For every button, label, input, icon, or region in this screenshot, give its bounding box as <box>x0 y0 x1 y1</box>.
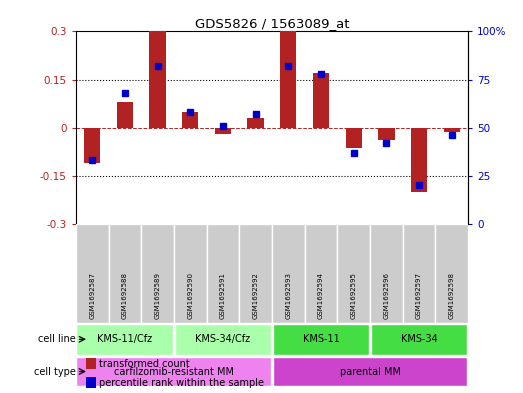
Bar <box>411 128 427 192</box>
Bar <box>272 224 304 323</box>
Bar <box>109 224 141 323</box>
Text: percentile rank within the sample: percentile rank within the sample <box>99 378 264 388</box>
Text: GSM1692598: GSM1692598 <box>449 272 454 319</box>
Bar <box>247 118 264 128</box>
Text: transformed count: transformed count <box>99 359 190 369</box>
Text: parental MM: parental MM <box>339 367 401 376</box>
Bar <box>403 224 435 323</box>
Bar <box>304 224 337 323</box>
Bar <box>84 128 100 163</box>
Bar <box>313 73 329 128</box>
Bar <box>435 224 468 323</box>
Bar <box>272 324 369 354</box>
Bar <box>117 102 133 128</box>
Text: GSM1692594: GSM1692594 <box>318 272 324 319</box>
Text: GSM1692590: GSM1692590 <box>187 272 193 319</box>
Text: carfilzomib-resistant MM: carfilzomib-resistant MM <box>114 367 234 376</box>
Bar <box>370 224 403 323</box>
Bar <box>76 357 271 386</box>
Text: cell type: cell type <box>34 367 76 376</box>
Text: GSM1692587: GSM1692587 <box>89 272 95 319</box>
Text: GSM1692592: GSM1692592 <box>253 272 258 319</box>
Text: GSM1692595: GSM1692595 <box>351 272 357 319</box>
Bar <box>76 324 173 354</box>
Bar <box>215 128 231 134</box>
Bar <box>174 224 207 323</box>
Text: KMS-11/Cfz: KMS-11/Cfz <box>97 334 152 344</box>
Bar <box>444 128 460 132</box>
Title: GDS5826 / 1563089_at: GDS5826 / 1563089_at <box>195 17 349 30</box>
Bar <box>371 324 468 354</box>
Text: GSM1692591: GSM1692591 <box>220 272 226 319</box>
Bar <box>182 112 198 128</box>
Bar <box>378 128 394 140</box>
Bar <box>346 128 362 149</box>
Text: KMS-34: KMS-34 <box>401 334 437 344</box>
Text: KMS-34/Cfz: KMS-34/Cfz <box>196 334 251 344</box>
Text: GSM1692593: GSM1692593 <box>286 272 291 319</box>
Bar <box>239 224 272 323</box>
Bar <box>175 324 271 354</box>
Text: GSM1692588: GSM1692588 <box>122 272 128 319</box>
Bar <box>280 31 297 128</box>
Text: KMS-11: KMS-11 <box>303 334 339 344</box>
Bar <box>76 224 109 323</box>
Bar <box>150 31 166 128</box>
Text: GSM1692596: GSM1692596 <box>383 272 389 319</box>
Bar <box>207 224 239 323</box>
Text: cell line: cell line <box>38 334 76 344</box>
Bar <box>141 224 174 323</box>
Bar <box>272 357 468 386</box>
Bar <box>337 224 370 323</box>
Text: GSM1692597: GSM1692597 <box>416 272 422 319</box>
Text: GSM1692589: GSM1692589 <box>155 272 161 319</box>
